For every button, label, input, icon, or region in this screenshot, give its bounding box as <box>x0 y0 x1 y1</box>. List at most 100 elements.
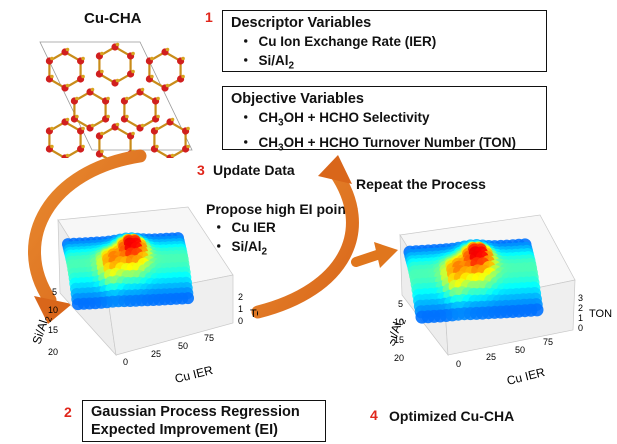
silicon-atom <box>81 126 85 131</box>
plot-left-xtick-25: 25 <box>151 349 161 359</box>
objective-variables-box: Objective Variables ・ CH3OH + HCHO Select… <box>222 86 547 153</box>
silicon-atom <box>65 117 70 122</box>
silicon-atom <box>50 74 54 79</box>
silicon-atom <box>150 74 154 79</box>
plot-right-ztick-3: 3 <box>578 293 583 303</box>
objective-title: Objective Variables <box>231 91 364 107</box>
silicon-atom <box>181 56 185 61</box>
plot-right-ztick-1: 1 <box>578 313 583 323</box>
silicon-atom <box>115 42 120 47</box>
objective-item-selectivity: ・ CH3OH + HCHO Selectivity <box>239 110 430 129</box>
plot-right-xticks: 0 25 50 75 <box>456 337 553 369</box>
silicon-atom <box>90 87 95 92</box>
descriptor-title: Descriptor Variables <box>231 15 372 31</box>
plot-right-xtick-0: 0 <box>456 359 461 369</box>
plot-right-zlabel: TON <box>589 308 612 320</box>
step3-number: 3 <box>197 162 205 178</box>
silicon-atom <box>125 114 129 119</box>
gaussian-process-box: Gaussian Process Regression Expected Imp… <box>82 400 326 442</box>
descriptor-item-sial: ・ Si/Al2 <box>239 53 295 72</box>
descriptor-item-ier: ・ Cu Ion Exchange Rate (IER) <box>239 34 437 49</box>
update-data-label: Update Data <box>213 162 295 178</box>
plot-left-xtick-50: 50 <box>178 341 188 351</box>
silicon-atom <box>150 56 154 61</box>
silicon-atom <box>65 83 70 88</box>
silicon-atom <box>165 83 170 88</box>
silicon-atom <box>131 51 135 56</box>
plot-left-ytick-5: 5 <box>52 287 57 297</box>
plot-right-ytick-20: 20 <box>394 353 404 363</box>
silicon-atom <box>65 153 70 158</box>
silicon-atom <box>115 78 120 83</box>
step4-number: 4 <box>370 407 378 423</box>
silicon-atom <box>186 126 190 131</box>
plot-right-zticks: 3 2 1 0 <box>578 293 583 333</box>
surface-point <box>182 292 194 305</box>
plot-right-surface <box>403 238 544 324</box>
silicon-atom <box>106 96 110 101</box>
silicon-atom <box>81 144 85 149</box>
silicon-atom <box>131 131 135 136</box>
silicon-atom <box>50 144 54 149</box>
plot-left-ytick-20: 20 <box>48 347 58 357</box>
step2-number: 2 <box>64 404 72 420</box>
plot-right-xtick-75: 75 <box>543 337 553 347</box>
silicon-atom <box>140 87 145 92</box>
silicon-atom <box>125 96 129 101</box>
silicon-atom <box>50 126 54 131</box>
objective-item-ton: ・ CH3OH + HCHO Turnover Number (TON) <box>239 134 516 154</box>
silicon-atom <box>100 131 104 136</box>
silicon-atom <box>115 122 120 127</box>
surface-point <box>530 303 544 317</box>
silicon-atom <box>100 69 104 74</box>
plot-right-yticks: 5 10 15 20 <box>394 299 404 363</box>
silicon-atom <box>155 126 159 131</box>
plot-left-xtick-0: 0 <box>123 357 128 367</box>
arrowhead-right <box>374 242 398 268</box>
plot-left-ytick-15: 15 <box>48 325 58 335</box>
plot-left-ztick-0: 0 <box>238 316 243 326</box>
arrowhead-update <box>318 155 352 184</box>
plot-left: 5 10 15 20 0 25 50 75 2 1 0 Cu IER TON S… <box>30 206 258 386</box>
plot-left-yticks: 5 10 15 20 <box>48 287 58 357</box>
plot-left-zlabel: TON <box>250 308 258 320</box>
silicon-atom <box>106 114 110 119</box>
arrowhead-left <box>34 296 72 324</box>
silicon-atom <box>131 69 135 74</box>
plot-right-xlabel: Cu IER <box>505 365 546 388</box>
plot-right-ytick-5: 5 <box>398 299 403 309</box>
silicon-atom <box>156 114 160 119</box>
propose-item-cu-ier: ・ Cu IER <box>212 220 276 235</box>
gpr-line: Gaussian Process Regression <box>91 404 300 420</box>
plot-right-xtick-25: 25 <box>486 352 496 362</box>
silicon-atom <box>181 74 185 79</box>
silicon-atom <box>100 149 104 154</box>
plot-right-ztick-0: 0 <box>578 323 583 333</box>
silicon-atom <box>90 123 95 128</box>
plot-right: 5 10 15 20 0 25 50 75 3 2 1 0 Cu IER TON… <box>390 214 612 388</box>
silicon-atom <box>155 144 159 149</box>
silicon-atom <box>100 51 104 56</box>
arrow-to-plot-right <box>351 249 385 267</box>
propose-title: Propose high EI points <box>206 201 359 217</box>
plot-right-xtick-50: 50 <box>515 345 525 355</box>
plot-right-ytick-10: 10 <box>394 317 404 327</box>
plot-left-ztick-2: 2 <box>238 292 243 302</box>
crystal-title: Cu-CHA <box>84 10 142 27</box>
optimized-label: Optimized Cu-CHA <box>389 408 515 424</box>
plot-left-ytick-10: 10 <box>48 305 58 315</box>
plot-left-xticks: 0 25 50 75 <box>123 333 214 367</box>
plot-left-ztick-1: 1 <box>238 304 243 314</box>
silicon-atom <box>170 117 175 122</box>
silicon-atom <box>140 123 145 128</box>
plot-left-surface <box>62 232 194 311</box>
silicon-atom <box>81 74 85 79</box>
cu-cha-crystal-structure <box>39 41 193 158</box>
silicon-atom <box>81 56 85 61</box>
silicon-atom <box>170 153 175 158</box>
propose-block: Propose high EI points ・ Cu IER ・ Si/Al2 <box>206 200 358 262</box>
step1-number: 1 <box>205 9 213 25</box>
silicon-atom <box>50 56 54 61</box>
silicon-atom <box>65 47 70 52</box>
